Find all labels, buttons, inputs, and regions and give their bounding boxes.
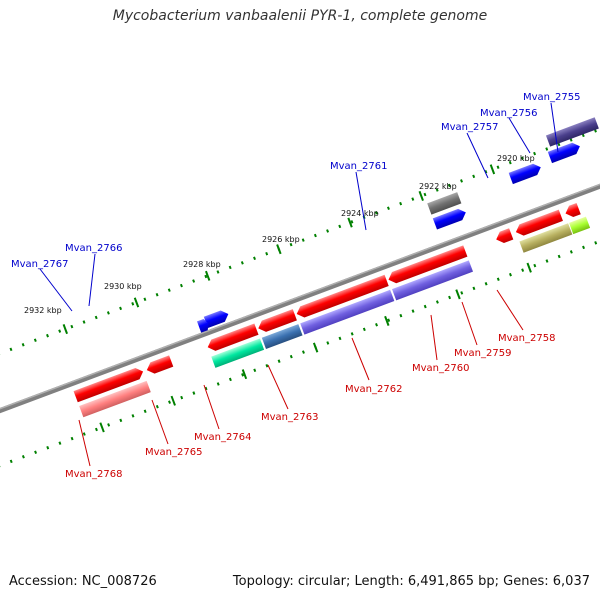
gene-mvan-2758-block[interactable] <box>569 216 591 235</box>
top-gene-labels: Mvan_2755 Mvan_2756 Mvan_2757 Mvan_2761 … <box>11 92 580 270</box>
kbp-label-2930: 2930 kbp <box>104 282 142 291</box>
reverse-strand-genes <box>73 203 591 418</box>
gene-label-mvan-2761: Mvan_2761 <box>330 161 387 172</box>
gene-mvan-2764-block[interactable] <box>261 324 303 350</box>
gene-label-mvan-2763: Mvan_2763 <box>261 412 318 423</box>
gene-mvan-2758-arrow[interactable] <box>563 203 581 219</box>
bottom-gene-labels: Mvan_2758 Mvan_2759 Mvan_2760 Mvan_2762 … <box>65 333 555 480</box>
gene-mvan-2759-arrow[interactable] <box>514 209 563 238</box>
gene-mvan-2760-arrow[interactable] <box>494 228 514 245</box>
genome-backbone <box>0 149 600 449</box>
gene-mvan-2768-block[interactable] <box>79 380 151 418</box>
upper-major-ticks <box>62 164 496 335</box>
gene-label-mvan-2762: Mvan_2762 <box>345 384 402 395</box>
lower-major-ticks <box>99 262 532 433</box>
gene-mvan-2765-block[interactable] <box>211 338 265 368</box>
gene-label-mvan-2766: Mvan_2766 <box>65 243 122 254</box>
gene-mvan-2759-block[interactable] <box>519 223 573 253</box>
gene-label-mvan-2760: Mvan_2760 <box>412 363 469 374</box>
kbp-label-2926: 2926 kbp <box>262 235 300 244</box>
gene-mvan-2756-arrow[interactable] <box>547 141 582 164</box>
page-title: Mycobacterium vanbaalenii PYR-1, complet… <box>112 8 488 24</box>
gene-label-mvan-2767: Mvan_2767 <box>11 259 68 270</box>
kbp-label-2928: 2928 kbp <box>183 260 221 269</box>
gene-mvan-2768b-arrow[interactable] <box>145 355 174 375</box>
gene-label-mvan-2764: Mvan_2764 <box>194 432 251 443</box>
kbp-label-2932: 2932 kbp <box>24 306 62 315</box>
gene-label-mvan-2765: Mvan_2765 <box>145 447 202 458</box>
gene-mvan-2755-block[interactable] <box>545 117 599 147</box>
kbp-label-2922: 2922 kbp <box>419 182 457 191</box>
gene-mvan-2767-arrow[interactable] <box>196 318 211 333</box>
accession-text: Accession: NC_008726 <box>9 574 157 589</box>
forward-strand-genes <box>196 117 599 333</box>
gene-label-mvan-2758: Mvan_2758 <box>498 333 555 344</box>
gene-mvan-2766-arrow[interactable] <box>203 308 231 328</box>
gene-label-mvan-2768: Mvan_2768 <box>65 469 122 480</box>
gene-mvan-2763-block[interactable] <box>300 289 395 335</box>
gene-label-mvan-2759: Mvan_2759 <box>454 348 511 359</box>
top-leader-lines <box>39 102 559 312</box>
gene-mvan-2768-arrow[interactable] <box>73 366 146 403</box>
gene-label-mvan-2756: Mvan_2756 <box>480 108 537 119</box>
gene-mvan-2762-block[interactable] <box>392 260 474 301</box>
gene-mvan-2765-arrow[interactable] <box>206 323 259 352</box>
gene-mvan-2757-arrow[interactable] <box>508 162 543 185</box>
gene-label-mvan-2755: Mvan_2755 <box>523 92 580 103</box>
gene-mvan-2762-arrow[interactable] <box>386 245 468 285</box>
gene-label-mvan-2757: Mvan_2757 <box>441 122 498 133</box>
kbp-label-2920: 2920 kbp <box>497 154 535 163</box>
topology-text: Topology: circular; Length: 6,491,865 bp… <box>232 574 590 589</box>
kbp-label-2924: 2924 kbp <box>341 209 379 218</box>
bottom-leader-lines <box>78 289 524 467</box>
gene-mvan-2761-block[interactable] <box>427 192 462 215</box>
kbp-labels: 2920 kbp 2922 kbp 2924 kbp 2926 kbp 2928… <box>24 154 535 315</box>
gene-mvan-2764-arrow[interactable] <box>256 309 297 334</box>
gene-mvan-2761-arrow[interactable] <box>432 207 468 230</box>
gene-mvan-2763-arrow[interactable] <box>295 274 389 320</box>
